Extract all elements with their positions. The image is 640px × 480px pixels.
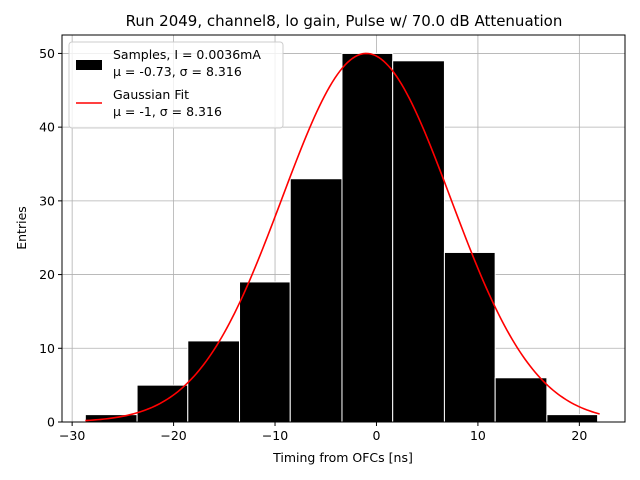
x-axis: −30 −20 −10 0 10 20	[59, 422, 587, 443]
histogram-bar	[494, 377, 548, 423]
histogram-bar	[187, 340, 241, 423]
x-tick-label: −10	[262, 428, 288, 443]
histogram-bar	[546, 414, 599, 423]
histogram-bar	[341, 52, 394, 423]
legend-samples-stats: μ = -0.73, σ = 8.316	[113, 64, 242, 79]
x-tick-label: −20	[160, 428, 186, 443]
legend-fit-label: Gaussian Fit	[113, 87, 189, 102]
chart-title: Run 2049, channel8, lo gain, Pulse w/ 70…	[126, 12, 563, 30]
y-axis-label: Entries	[14, 206, 29, 250]
histogram-bar	[239, 281, 291, 423]
legend-samples-label: Samples, I = 0.0036mA	[113, 47, 261, 62]
gaussian-fit-line	[85, 52, 600, 422]
legend-samples-swatch	[76, 60, 102, 70]
histogram-bar	[443, 251, 496, 423]
y-axis: 0 10 20 30 40 50	[39, 46, 62, 430]
y-tick-label: 10	[39, 341, 55, 356]
y-tick-label: 50	[39, 46, 55, 61]
legend-box	[68, 41, 284, 129]
x-axis-label: Timing from OFCs [ns]	[272, 450, 413, 465]
y-tick-label: 20	[39, 267, 55, 282]
histogram-bar	[289, 178, 343, 423]
x-tick-label: 20	[571, 428, 587, 443]
x-tick-label: 10	[470, 428, 486, 443]
y-tick-label: 30	[39, 193, 55, 208]
histogram-bar	[392, 60, 445, 423]
histogram-bars	[84, 52, 599, 423]
plot-frame	[61, 34, 626, 423]
x-tick-label: 0	[372, 428, 380, 443]
legend: Samples, I = 0.0036mA μ = -0.73, σ = 8.3…	[68, 41, 284, 129]
legend-fit-stats: μ = -1, σ = 8.316	[113, 104, 222, 119]
x-tick-label: −30	[59, 428, 85, 443]
y-tick-label: 40	[39, 120, 55, 135]
y-tick-label: 0	[47, 415, 55, 430]
